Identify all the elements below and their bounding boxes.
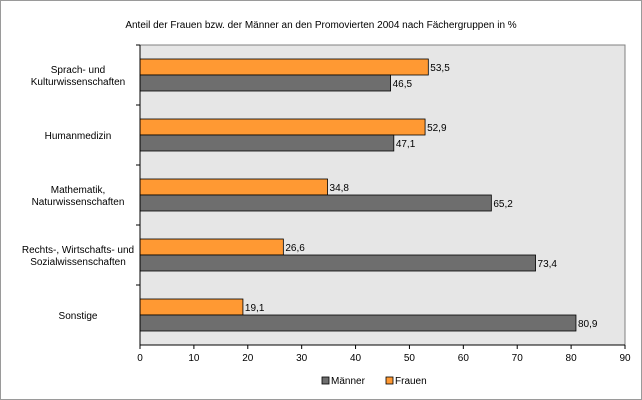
bar-männer-2 <box>139 194 492 212</box>
value-label-frauen-4: 19,1 <box>245 303 265 314</box>
bar-frauen-3 <box>139 238 284 256</box>
value-label-frauen-0: 53,5 <box>430 63 450 74</box>
bar-frauen-4 <box>139 298 244 316</box>
category-label-0-line-1: Kulturwissenschaften <box>31 77 126 88</box>
category-label-3-line-0: Rechts-, Wirtschafts- und <box>22 245 134 256</box>
x-tick-label-0: 0 <box>137 353 143 364</box>
x-tick-label-30: 30 <box>296 353 308 364</box>
legend-swatch-frauen <box>385 376 394 385</box>
bar-männer-0 <box>139 74 391 92</box>
category-label-4: Sonstige <box>59 311 98 322</box>
value-label-frauen-1: 52,9 <box>427 123 447 134</box>
value-label-männer-2: 65,2 <box>493 199 513 210</box>
value-label-männer-1: 47,1 <box>396 139 416 150</box>
x-tick-label-80: 80 <box>566 353 578 364</box>
bar-männer-4 <box>139 314 577 332</box>
x-tick-label-50: 50 <box>404 353 416 364</box>
bar-männer-3 <box>139 254 536 272</box>
value-label-männer-4: 80,9 <box>578 319 598 330</box>
value-label-frauen-3: 26,6 <box>285 243 305 254</box>
value-label-männer-0: 46,5 <box>393 79 413 90</box>
chart-title: Anteil der Frauen bzw. der Männer an den… <box>125 20 516 31</box>
legend-label-frauen: Frauen <box>395 376 427 387</box>
legend-swatch-männer <box>321 376 330 385</box>
category-label-1: Humanmedizin <box>45 131 112 142</box>
value-label-männer-3: 73,4 <box>538 259 558 270</box>
category-label-3-line-1: Sozialwissenschaften <box>30 257 126 268</box>
bar-männer-1 <box>139 134 395 152</box>
category-label-2-line-0: Mathematik, <box>51 185 105 196</box>
value-label-frauen-2: 34,8 <box>330 183 350 194</box>
x-tick-label-10: 10 <box>188 353 200 364</box>
x-tick-label-70: 70 <box>512 353 524 364</box>
x-tick-label-20: 20 <box>242 353 254 364</box>
category-label-0-line-0: Sprach- und <box>51 65 105 76</box>
category-label-2-line-1: Naturwissenschaften <box>32 197 125 208</box>
x-tick-label-90: 90 <box>619 353 631 364</box>
x-tick-label-40: 40 <box>350 353 362 364</box>
legend: Männer Frauen <box>321 376 427 387</box>
bar-frauen-2 <box>139 178 328 196</box>
bar-frauen-1 <box>139 118 426 136</box>
x-tick-label-60: 60 <box>458 353 470 364</box>
bar-frauen-0 <box>139 58 429 76</box>
legend-label-männer: Männer <box>331 376 366 387</box>
